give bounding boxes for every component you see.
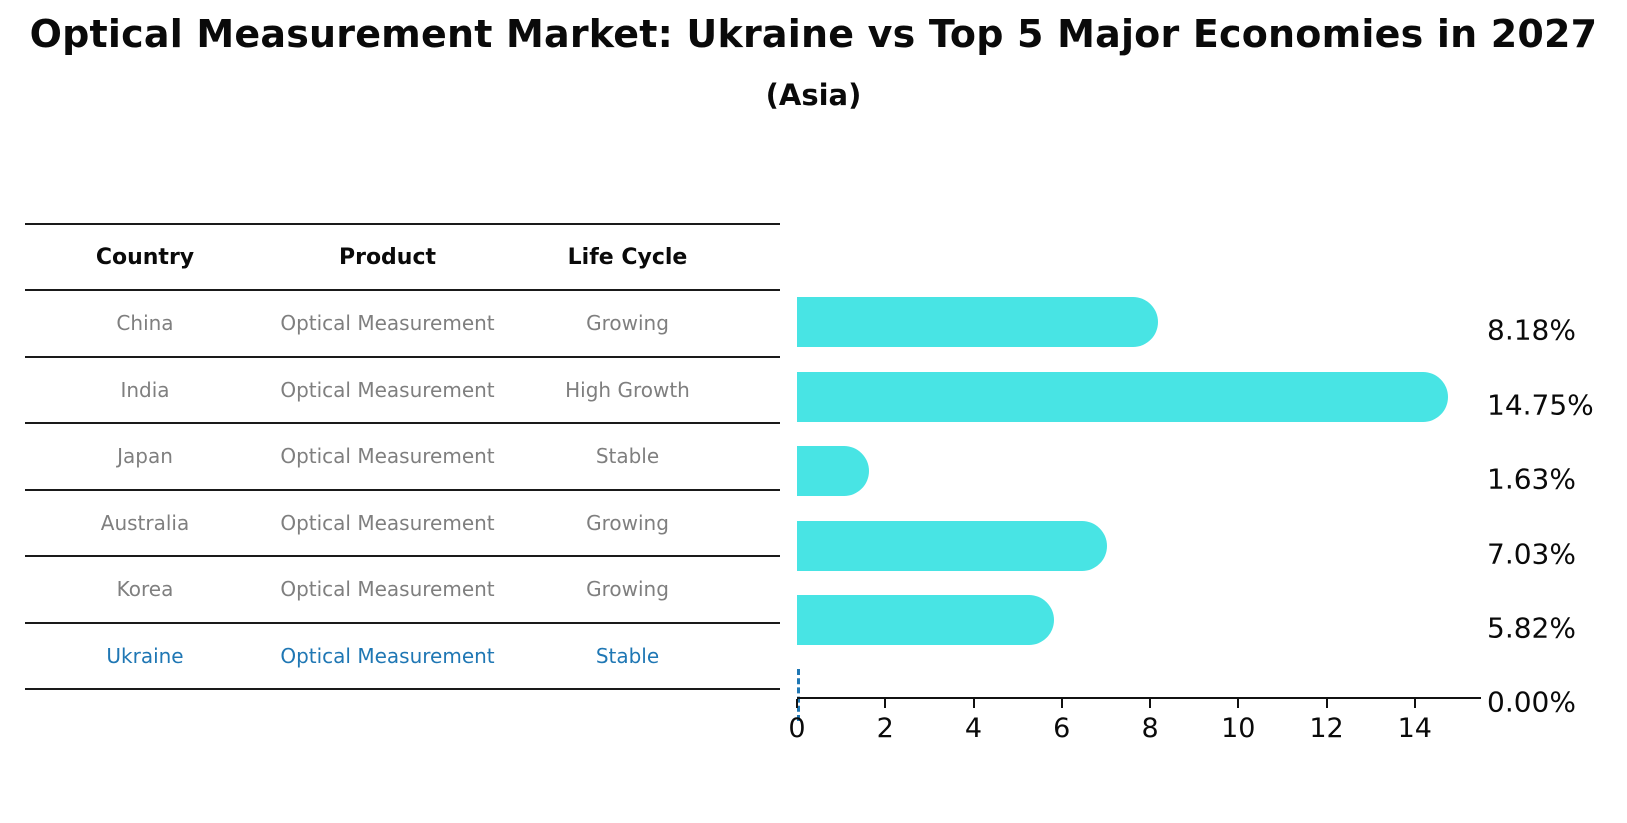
cell-country: Australia xyxy=(100,510,190,535)
cell-lifecycle: Stable xyxy=(595,643,660,668)
x-tick-label: 12 xyxy=(1309,713,1344,744)
x-tick-label: 10 xyxy=(1221,713,1256,744)
bar-india xyxy=(797,371,1448,422)
table-row-india: India Optical Measurement High Growth xyxy=(25,358,780,424)
bar-row-india: 14.75% xyxy=(797,371,1627,439)
x-tick xyxy=(796,699,798,708)
table-row-ukraine: Ukraine Optical Measurement Stable xyxy=(25,624,780,690)
bar-row-china: 8.18% xyxy=(797,297,1627,364)
cell-product: Optical Measurement xyxy=(280,377,495,402)
x-tick xyxy=(1325,699,1328,708)
bar-row-korea: 5.82% xyxy=(797,595,1627,662)
table-row-china: China Optical Measurement Growing xyxy=(25,291,780,358)
value-label-korea: 5.82% xyxy=(1487,611,1576,645)
x-tick xyxy=(1413,699,1416,708)
cell-country: China xyxy=(116,311,174,336)
cell-country: Japan xyxy=(117,444,173,469)
table-row-australia: Australia Optical Measurement Growing xyxy=(25,491,780,557)
cell-product: Optical Measurement xyxy=(280,444,495,469)
x-tick-label: 2 xyxy=(876,713,894,744)
x-tick-label: 14 xyxy=(1397,713,1432,744)
value-label-australia: 7.03% xyxy=(1487,537,1576,571)
x-tick xyxy=(1149,699,1152,708)
bar-ukraine-zero xyxy=(797,668,800,721)
chart-subtitle: (Asia) xyxy=(765,78,862,112)
bar-row-japan: 1.63% xyxy=(797,446,1627,513)
x-tick xyxy=(1237,699,1240,708)
bar-japan xyxy=(797,446,869,496)
cell-lifecycle: Stable xyxy=(595,444,660,469)
value-label-japan: 1.63% xyxy=(1487,462,1576,496)
cell-lifecycle: High Growth xyxy=(565,377,690,402)
cell-country: India xyxy=(120,377,170,402)
x-tick-label: 4 xyxy=(964,713,983,744)
table-row-japan: Japan Optical Measurement Stable xyxy=(25,424,780,491)
bar-china xyxy=(797,297,1158,347)
cell-lifecycle: Growing xyxy=(586,311,669,336)
data-table: Country Product Life Cycle China Optical… xyxy=(25,223,780,690)
cell-product: Optical Measurement xyxy=(280,643,495,668)
table-header-row: Country Product Life Cycle xyxy=(25,223,780,291)
cell-country: Ukraine xyxy=(106,643,184,668)
x-tick-label: 6 xyxy=(1053,713,1071,744)
cell-product: Optical Measurement xyxy=(280,577,495,602)
header-cell-lifecycle: Life Cycle xyxy=(567,244,688,270)
x-tick xyxy=(1060,699,1063,708)
cell-country: Korea xyxy=(116,577,174,602)
bar-chart: 8.18% 14.75% 1.63% 7.03% 5.82% 0.00% 0 2 4… xyxy=(788,289,1627,823)
cell-product: Optical Measurement xyxy=(280,311,495,336)
header-cell-country: Country xyxy=(95,244,195,270)
x-tick xyxy=(884,699,887,708)
chart-title: Optical Measurement Market: Ukraine vs T… xyxy=(29,12,1598,56)
value-label-india: 14.75% xyxy=(1487,388,1594,422)
cell-product: Optical Measurement xyxy=(280,510,495,535)
value-label-ukraine: 0.00% xyxy=(1487,685,1576,719)
bar-korea xyxy=(797,595,1054,645)
x-tick-label: 0 xyxy=(788,713,806,744)
value-label-china: 8.18% xyxy=(1487,313,1576,347)
x-tick-label: 8 xyxy=(1141,713,1159,744)
cell-lifecycle: Growing xyxy=(586,510,669,535)
bar-row-australia: 7.03% xyxy=(797,520,1627,588)
table-row-korea: Korea Optical Measurement Growing xyxy=(25,557,780,624)
bar-row-ukraine: 0.00% xyxy=(797,668,1627,736)
bar-australia xyxy=(797,520,1108,571)
x-axis-line xyxy=(797,697,1481,699)
header-cell-product: Product xyxy=(338,244,437,270)
cell-lifecycle: Growing xyxy=(586,577,669,602)
x-tick xyxy=(972,699,975,708)
